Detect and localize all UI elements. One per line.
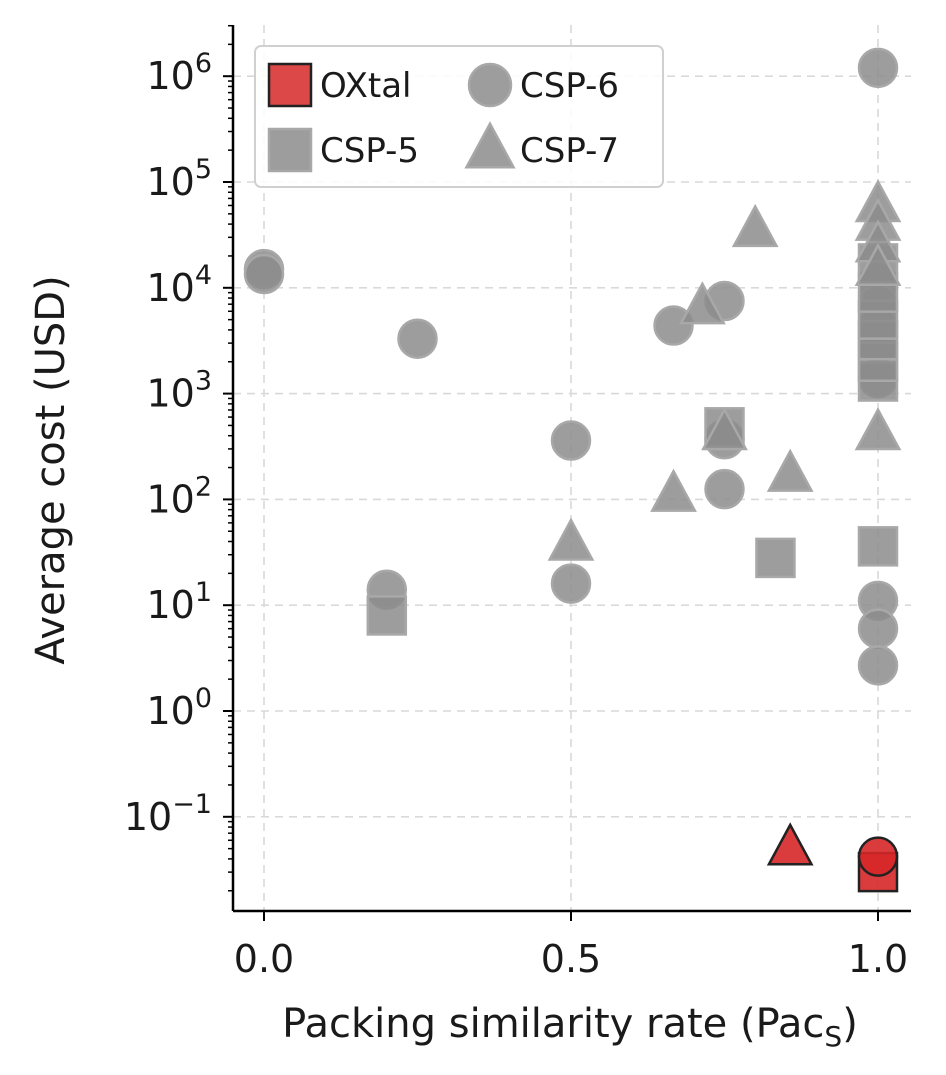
legend-label-csp-5: CSP-5 — [320, 131, 419, 171]
x-axis-title-subscript: S — [824, 1020, 842, 1053]
y-axis-title: Average cost (USD) — [28, 275, 74, 664]
legend-label-oxtal: OXtal — [320, 66, 412, 106]
legend-label-csp-6: CSP-6 — [520, 66, 619, 106]
point-csp-6 — [857, 645, 899, 686]
legend-box — [254, 45, 664, 188]
point-oxtal-triangle — [766, 822, 814, 866]
x-axis-title-main: Packing similarity rate (Pac — [282, 1001, 824, 1047]
point-csp-6 — [857, 47, 899, 89]
point-csp-7 — [731, 203, 779, 248]
legend: OXtal CSP-6 CSP-5 CSP-7 — [254, 45, 664, 188]
y-tick-label: 100 — [146, 683, 212, 733]
point-csp-7 — [679, 281, 726, 325]
point-csp-7 — [854, 407, 902, 451]
x-axis-title-close: ) — [842, 1001, 858, 1047]
tick-labels: 0.0 0.5 1.0 106 105 104 103 102 101 100 10−1 — [124, 48, 908, 981]
data-marks — [243, 47, 902, 893]
legend-marker-csp-5 — [267, 127, 313, 173]
point-csp-6 — [550, 563, 592, 604]
y-tick-label: 10−1 — [124, 789, 212, 839]
y-tick-label: 106 — [146, 48, 212, 98]
legend-marker-csp-7 — [464, 121, 516, 169]
point-csp-7 — [766, 448, 814, 492]
point-csp-6 — [397, 318, 438, 359]
legend-marker-csp-6 — [467, 62, 513, 108]
y-tick-label: 103 — [146, 366, 212, 416]
y-tick-label: 101 — [146, 577, 212, 627]
point-csp-6 — [550, 420, 592, 461]
point-csp-6 — [243, 253, 285, 295]
point-csp-7 — [701, 407, 748, 451]
point-csp-6 — [653, 305, 694, 346]
point-csp-7 — [650, 468, 697, 512]
point-csp-7 — [854, 242, 902, 286]
point-csp-7 — [547, 517, 595, 561]
point-csp-6 — [857, 608, 899, 649]
x-tick-label: 0.0 — [234, 937, 294, 981]
x-tick-label: 1.0 — [848, 937, 908, 981]
y-tick-label: 104 — [146, 260, 212, 310]
point-csp-5 — [857, 526, 899, 567]
x-axis-title: Packing similarity rate (PacS) — [282, 1001, 858, 1053]
legend-label-csp-7: CSP-7 — [520, 131, 619, 171]
point-csp-5 — [366, 595, 408, 636]
legend-marker-oxtal — [267, 62, 313, 108]
point-oxtal-circle — [857, 836, 899, 877]
point-csp-5 — [755, 537, 796, 579]
x-tick-label: 0.5 — [541, 937, 601, 981]
y-tick-label: 105 — [146, 154, 212, 204]
y-tick-label: 102 — [146, 471, 212, 521]
point-csp-6 — [704, 468, 745, 510]
